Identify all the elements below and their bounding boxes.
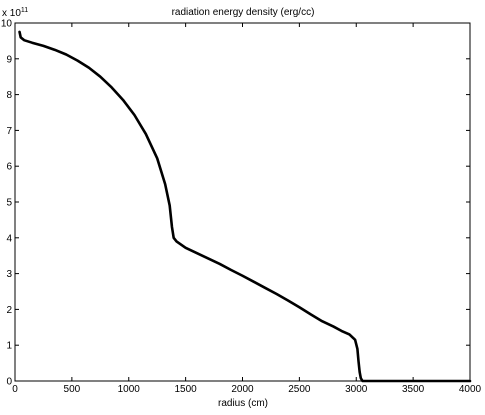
ticks: [14, 22, 471, 382]
y-exponent-label: x 1011: [2, 7, 28, 19]
y-exponent-power: 11: [21, 7, 28, 14]
y-tick-label: 3: [6, 269, 12, 280]
y-tick-label: 1: [6, 341, 12, 352]
series-line: [18, 30, 472, 383]
y-tick-label: 8: [6, 90, 12, 101]
y-tick-label: 5: [6, 198, 12, 209]
y-tick-label: 4: [6, 233, 12, 244]
y-tick-label: 2: [6, 305, 12, 316]
x-tick-label: 1000: [118, 384, 141, 395]
y-tick-label: 9: [6, 54, 12, 65]
y-tick-label: 6: [6, 162, 12, 173]
y-tick-label: 10: [1, 19, 13, 30]
plot-area: [14, 22, 471, 382]
tick-labels: 0 500 1000 1500 2000 2500 3000 3500 4000 0 1 2 3 4 5 6 7…: [1, 19, 482, 396]
x-tick-label: 4000: [459, 384, 482, 395]
x-tick-label: 3000: [345, 384, 368, 395]
x-tick-label: 1500: [175, 384, 198, 395]
x-axis-title: radius (cm): [218, 398, 268, 409]
chart-title: radiation energy density (erg/cc): [172, 7, 315, 18]
x-tick-label: 500: [64, 384, 81, 395]
y-tick-label: 7: [6, 126, 12, 137]
y-exponent-base: x 10: [2, 8, 21, 19]
x-tick-label: 2500: [288, 384, 311, 395]
x-tick-label: 0: [12, 384, 18, 395]
x-tick-label: 2000: [231, 384, 254, 395]
y-tick-label: 0: [6, 377, 12, 388]
x-tick-label: 3500: [402, 384, 425, 395]
